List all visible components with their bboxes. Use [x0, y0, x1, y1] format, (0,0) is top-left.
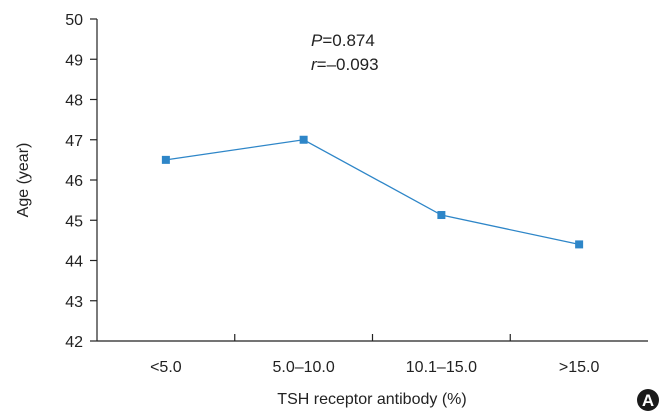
x-tick-label: 10.1–15.0: [406, 359, 477, 376]
r-label: r: [311, 55, 318, 74]
r-value: =–0.093: [317, 55, 379, 74]
data-point-marker: [161, 155, 170, 164]
x-axis-title: TSH receptor antibody (%): [277, 391, 466, 408]
y-tick-label: 48: [65, 93, 83, 110]
y-tick-label: 46: [65, 173, 83, 190]
x-ticks: <5.0 5.0–10.0 10.1–15.0 >15.0: [150, 334, 599, 376]
y-tick-label: 45: [65, 213, 83, 230]
p-label: P: [311, 31, 323, 50]
y-tick-label: 42: [65, 334, 83, 351]
x-tick-label: <5.0: [150, 359, 182, 376]
y-tick-label: 50: [65, 12, 83, 29]
y-axis-title: Age (year): [15, 143, 32, 218]
x-tick-label: 5.0–10.0: [272, 359, 334, 376]
data-point-marker: [437, 211, 446, 220]
svg-text:P=0.874: P=0.874: [311, 31, 375, 50]
y-tick-label: 44: [65, 254, 83, 271]
stats-annotation: P=0.874 r=–0.093: [311, 31, 379, 74]
panel-badge-circle: [637, 389, 659, 411]
p-value: =0.874: [322, 31, 374, 50]
y-tick-label: 47: [65, 133, 83, 150]
data-point-marker: [575, 240, 584, 249]
x-tick-label: >15.0: [559, 359, 600, 376]
y-tick-label: 49: [65, 52, 83, 69]
series-group: [161, 135, 584, 249]
panel-label: A: [642, 391, 654, 410]
data-point-marker: [299, 135, 308, 144]
y-ticks: 42 43 44 45 46 47 48 49 50: [65, 12, 97, 351]
series-line: [165, 139, 580, 246]
y-tick-label: 43: [65, 294, 83, 311]
svg-text:r=–0.093: r=–0.093: [311, 55, 379, 74]
panel-badge: A: [637, 389, 659, 411]
